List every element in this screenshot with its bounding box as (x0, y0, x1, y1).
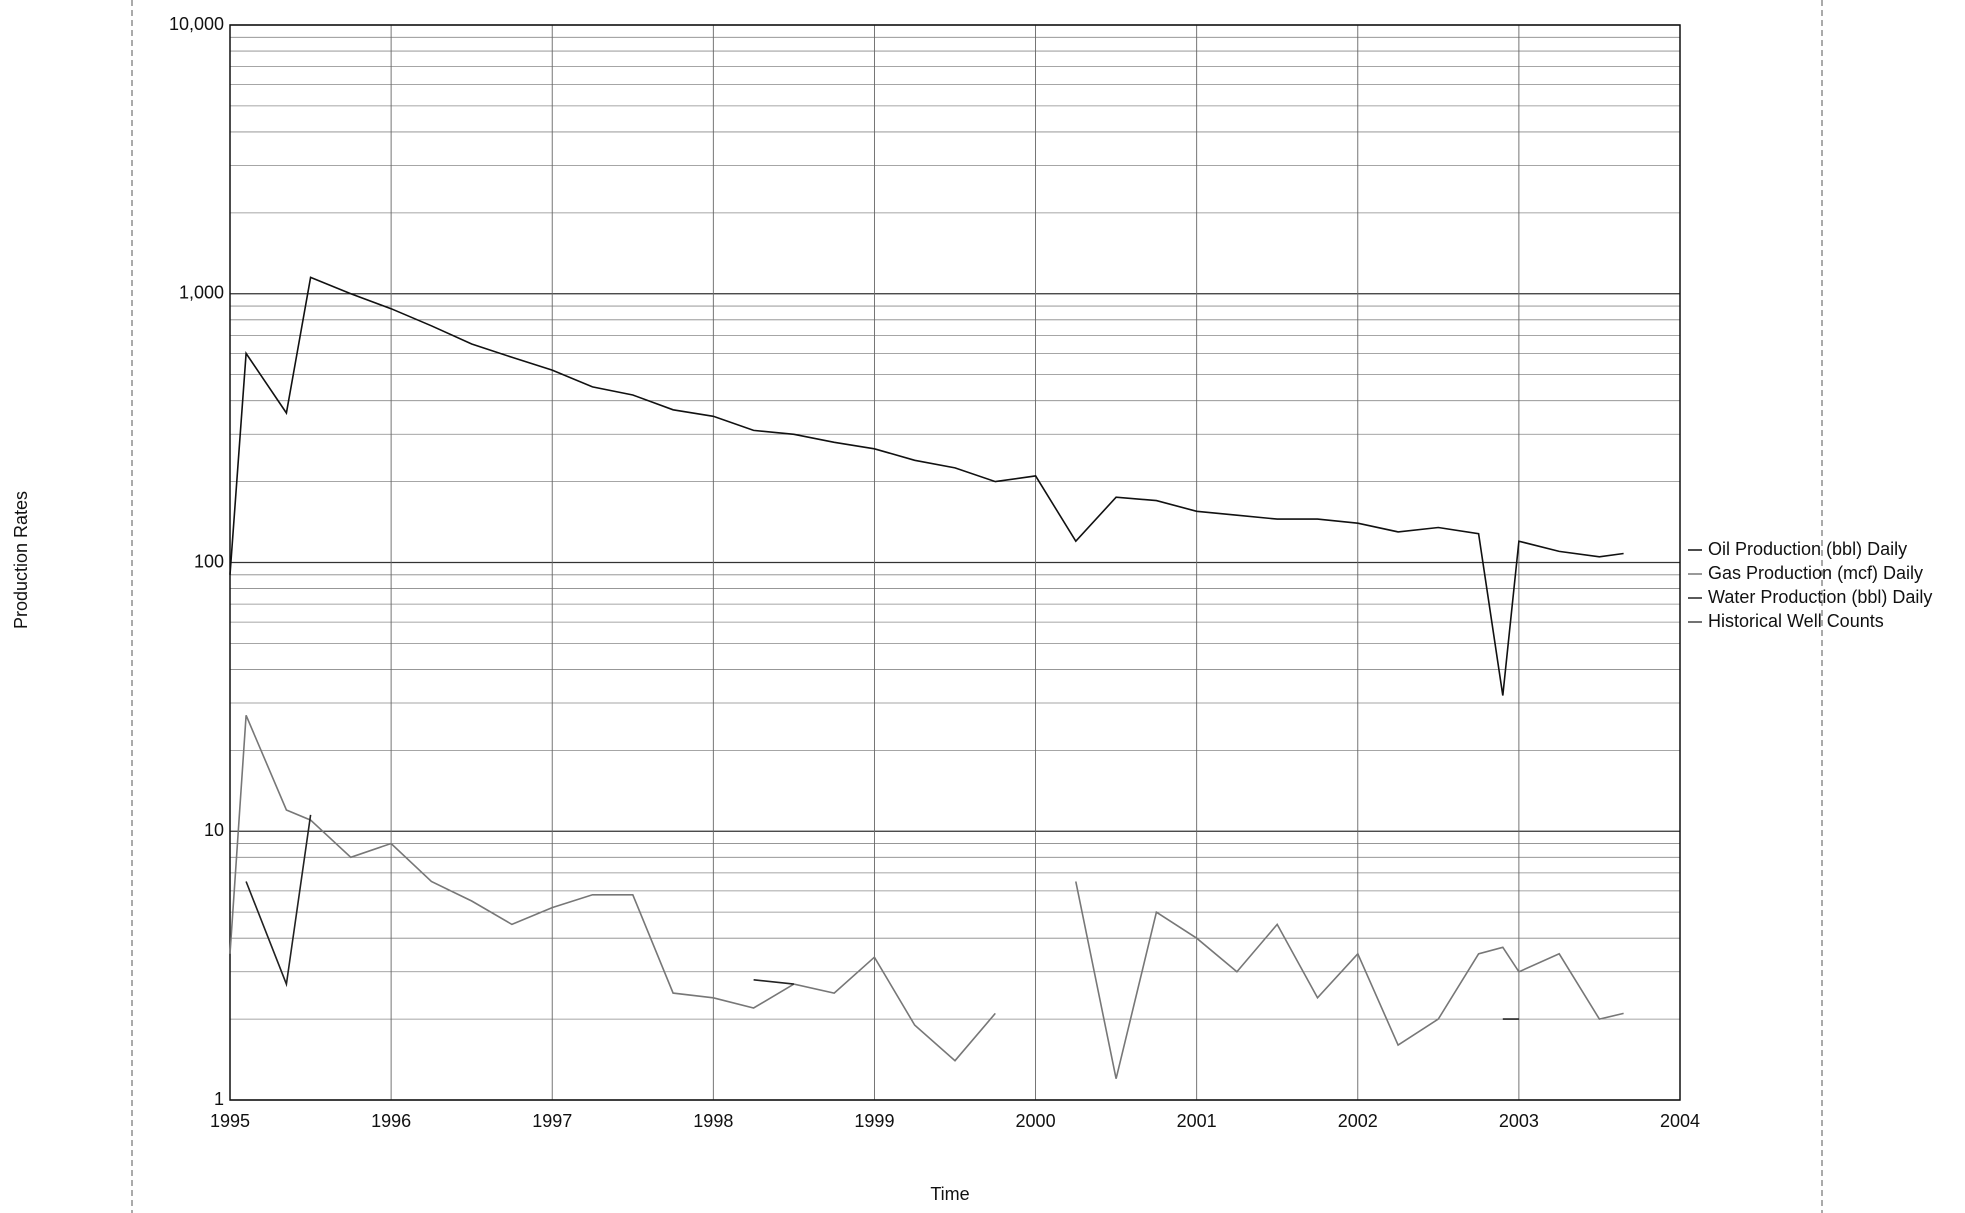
y-tick-label: 1,000 (179, 283, 224, 303)
x-tick-label: 2000 (1016, 1111, 1056, 1131)
x-tick-label: 2003 (1499, 1111, 1539, 1131)
series-line (229, 714, 1624, 1079)
x-tick-label: 1998 (693, 1111, 733, 1131)
series-line (229, 276, 1624, 696)
legend-label: Oil Production (bbl) Daily (1708, 539, 1907, 559)
x-tick-label: 1995 (210, 1111, 250, 1131)
x-tick-label: 2002 (1338, 1111, 1378, 1131)
x-axis-label: Time (930, 1184, 969, 1204)
x-tick-label: 2004 (1660, 1111, 1700, 1131)
y-axis-label: Production Rates (11, 491, 31, 629)
legend-label: Gas Production (mcf) Daily (1708, 563, 1923, 583)
legend-label: Historical Well Counts (1708, 611, 1884, 631)
y-tick-label: 10,000 (169, 14, 224, 34)
legend-label: Water Production (bbl) Daily (1708, 587, 1932, 607)
x-tick-label: 1996 (371, 1111, 411, 1131)
series-line (245, 814, 1519, 1020)
y-tick-label: 1 (214, 1089, 224, 1109)
x-tick-label: 2001 (1177, 1111, 1217, 1131)
y-tick-label: 10 (204, 820, 224, 840)
y-tick-label: 100 (194, 551, 224, 571)
x-tick-label: 1999 (854, 1111, 894, 1131)
x-tick-label: 1997 (532, 1111, 572, 1131)
plot-frame (229, 24, 1681, 1101)
